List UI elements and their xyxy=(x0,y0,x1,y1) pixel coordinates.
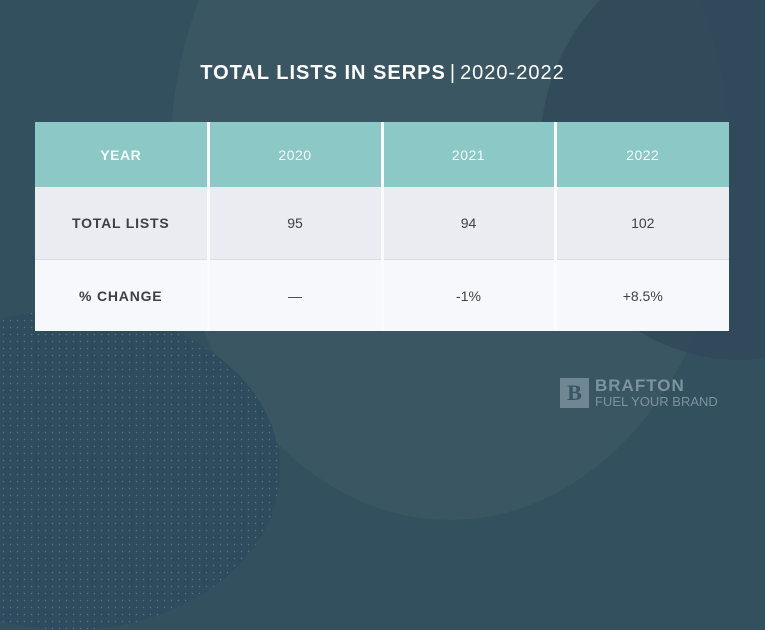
cell-value: 95 xyxy=(208,187,384,260)
table-row-percent-change: % CHANGE — -1% +8.5% xyxy=(35,259,729,331)
data-table: YEAR 2020 2021 2022 TOTAL LISTS 95 94 10… xyxy=(35,122,729,331)
cell-value: -1% xyxy=(382,259,557,331)
title-range: 2020-2022 xyxy=(460,62,565,84)
brand-tagline: FUEL YOUR BRAND xyxy=(595,394,718,409)
chart-title: TOTAL LISTS IN SERPS | 2020-2022 xyxy=(0,62,765,85)
cell-value: 102 xyxy=(555,187,729,260)
header-year-label: YEAR xyxy=(35,122,210,187)
row-label: % CHANGE xyxy=(35,259,210,331)
title-main: TOTAL LISTS IN SERPS xyxy=(200,62,446,84)
brand-name: BRAFTON xyxy=(595,376,685,395)
table-row-total-lists: TOTAL LISTS 95 94 102 xyxy=(35,187,729,260)
header-2022: 2022 xyxy=(555,122,729,187)
header-2021: 2021 xyxy=(382,122,557,187)
brafton-logo: B BRAFTON FUEL YOUR BRAND xyxy=(560,377,718,408)
title-separator: | xyxy=(449,62,457,84)
cell-value: 94 xyxy=(382,187,557,260)
header-2020: 2020 xyxy=(208,122,384,187)
cell-value: — xyxy=(208,259,384,331)
cell-value: +8.5% xyxy=(555,259,729,331)
row-label: TOTAL LISTS xyxy=(35,187,210,260)
header-row: YEAR 2020 2021 2022 xyxy=(35,122,729,187)
brand-mark-icon: B xyxy=(560,377,589,408)
